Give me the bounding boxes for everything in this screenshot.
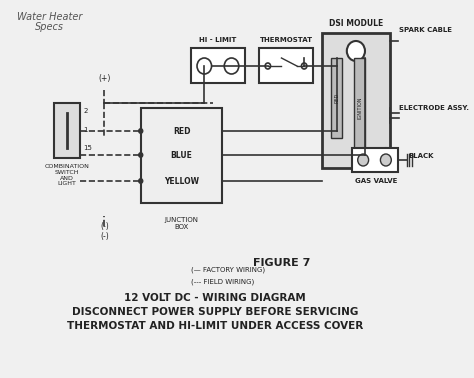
Text: YELLOW: YELLOW (164, 177, 199, 186)
Bar (259, 48, 313, 83)
Bar (55, 103, 80, 158)
Text: Water Heater: Water Heater (17, 12, 82, 22)
Text: RED: RED (334, 93, 339, 103)
Circle shape (347, 41, 365, 61)
Circle shape (375, 148, 397, 172)
Text: BLACK: BLACK (409, 153, 434, 159)
Text: DISCONNECT POWER SUPPLY BEFORE SERVICING: DISCONNECT POWER SUPPLY BEFORE SERVICING (72, 307, 358, 317)
Bar (352, 148, 398, 172)
Text: 1: 1 (83, 127, 88, 133)
Text: 12 VOLT DC - WIRING DIAGRAM: 12 VOLT DC - WIRING DIAGRAM (124, 293, 306, 303)
Bar (141, 108, 222, 203)
Text: Specs: Specs (36, 22, 64, 32)
Circle shape (301, 63, 307, 69)
Text: (--- FIELD WIRING): (--- FIELD WIRING) (191, 279, 254, 285)
Text: BLUE: BLUE (171, 150, 192, 160)
Text: THERMOSTAT AND HI-LIMIT UNDER ACCESS COVER: THERMOSTAT AND HI-LIMIT UNDER ACCESS COV… (67, 321, 363, 331)
Text: IGNITION: IGNITION (357, 97, 362, 119)
Text: RED: RED (173, 127, 191, 135)
Text: DSI MODULE: DSI MODULE (329, 19, 383, 28)
Circle shape (138, 128, 144, 134)
Circle shape (197, 58, 211, 74)
Text: FIGURE 7: FIGURE 7 (253, 258, 310, 268)
Text: ELECTRODE ASSY.: ELECTRODE ASSY. (400, 105, 469, 111)
Circle shape (224, 58, 239, 74)
Text: HI - LIMIT: HI - LIMIT (199, 37, 237, 43)
Bar (354, 58, 365, 158)
Circle shape (358, 154, 369, 166)
Text: GAS VALVE: GAS VALVE (355, 178, 397, 184)
Text: (— FACTORY WIRING): (— FACTORY WIRING) (191, 267, 265, 273)
Text: 2: 2 (83, 108, 88, 114)
Bar (191, 48, 245, 83)
Text: (-): (-) (100, 222, 109, 231)
Bar (322, 33, 391, 168)
Text: THERMOSTAT: THERMOSTAT (259, 37, 312, 43)
Text: JUNCTION
BOX: JUNCTION BOX (164, 217, 199, 230)
Circle shape (352, 148, 374, 172)
Text: 15: 15 (83, 145, 92, 151)
Bar (331, 58, 342, 138)
Circle shape (138, 178, 144, 184)
Text: COMBINATION
SWITCH
AND
LIGHT: COMBINATION SWITCH AND LIGHT (45, 164, 90, 186)
Circle shape (265, 63, 271, 69)
Text: SPARK CABLE: SPARK CABLE (400, 27, 453, 33)
Text: (-): (-) (100, 231, 109, 240)
Circle shape (381, 154, 392, 166)
Circle shape (138, 152, 144, 158)
Text: (+): (+) (98, 73, 110, 82)
